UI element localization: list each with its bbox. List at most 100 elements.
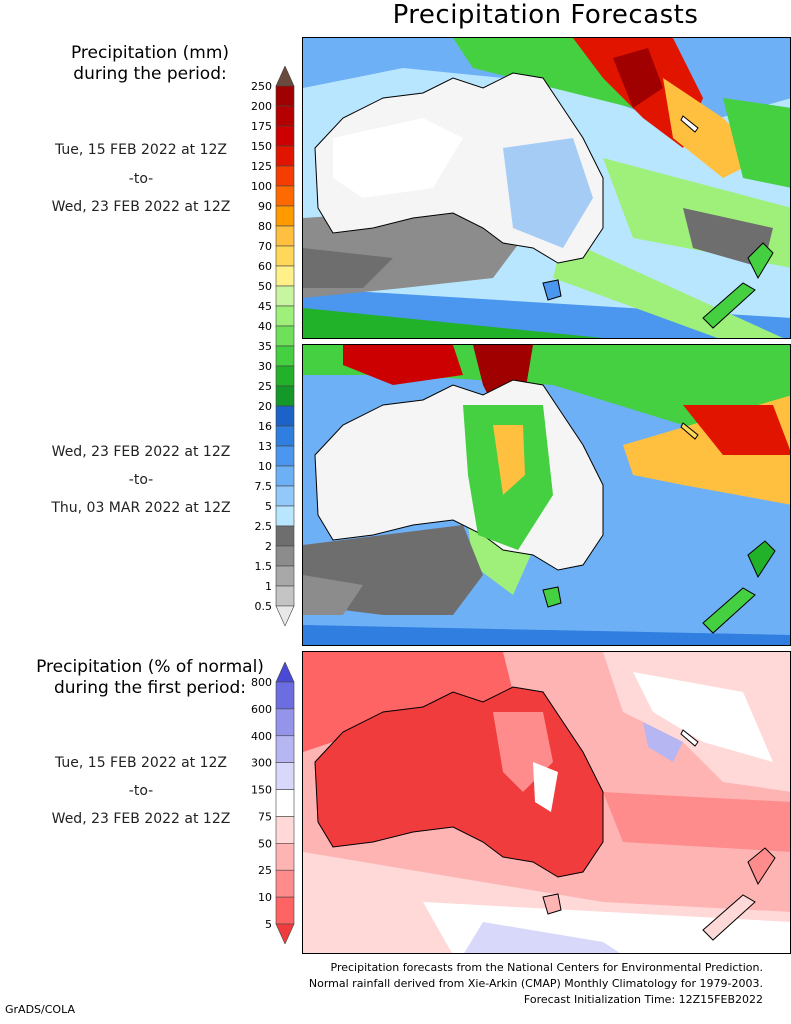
mm-colorbar-swatch [275,185,295,207]
mm-colorbar-swatch [275,345,295,367]
pct-colorbar-tick-label: 50 [258,837,272,850]
precip-map-period2 [303,345,790,645]
mm-colorbar-tick-label: 5 [265,500,272,513]
pct-colorbar-tick-label: 150 [251,784,272,797]
mm-colorbar-swatch [275,565,295,587]
mm-colorbar-swatch [275,585,295,607]
footer-line2: Normal rainfall derived from Xie-Arkin (… [308,977,763,990]
pct-colorbar-swatch [275,896,295,925]
mm-colorbar-swatch [275,285,295,307]
mm-colorbar-arrow-top [275,65,295,87]
mm-colorbar-swatch [275,545,295,567]
mm-colorbar-tick-label: 13 [258,440,272,453]
pct-colorbar-arrow-bottom [275,923,295,945]
map-panel-percent-normal [302,651,791,954]
pct-colorbar-tick-label: 400 [251,730,272,743]
mm-colorbar-tick-label: 90 [258,200,272,213]
mm-colorbar-tick-label: 10 [258,460,272,473]
mm-colorbar-swatch [275,125,295,147]
mm-colorbar: 250 200 175 150 125 100 90 80 70 60 50 45 40 35 30 25 20… [240,65,296,627]
mm-heading-line1: Precipitation (mm) [70,43,230,63]
pct-colorbar-tick-label: 10 [258,891,272,904]
pct-colorbar-swatch [275,869,295,898]
pct-colorbar-tick-label: 600 [251,703,272,716]
pct-colorbar-tick-label: 800 [251,676,272,689]
mm-colorbar-tick-label: 125 [251,160,272,173]
pct-colorbar-swatch [275,843,295,871]
mm-colorbar-swatch [275,405,295,427]
mm-colorbar-tick-label: 2 [265,540,272,553]
mm-colorbar-tick-label: 16 [258,420,272,433]
mm-colorbar-swatch [275,365,295,387]
pct-colorbar-arrow-top [275,661,295,683]
mm-colorbar-tick-label: 40 [258,320,272,333]
mm-colorbar-swatch [275,245,295,267]
pct-colorbar-swatch [275,762,295,790]
pct-colorbar-tick-label: 300 [251,757,272,770]
pct-heading-line1: Precipitation (% of normal) [36,657,264,677]
mm-colorbar-swatch [275,385,295,407]
mm-colorbar-tick-label: 50 [258,280,272,293]
period2-start: Wed, 23 FEB 2022 at 12Z [51,444,231,460]
pct-colorbar-swatch [275,816,295,844]
grads-credit: GrADS/COLA [5,1003,75,1016]
mm-colorbar-tick-label: 25 [258,380,272,393]
period3-separator: -to- [128,783,154,799]
pct-colorbar-swatch [275,735,295,763]
pct-colorbar-svg: 800 600 400 300 150 75 50 25 10 5 [251,661,295,945]
map-panel-period2 [302,344,791,646]
mm-colorbar-tick-label: 70 [258,240,272,253]
period1-start: Tue, 15 FEB 2022 at 12Z [54,142,228,158]
mm-colorbar-swatch [275,505,295,527]
mm-heading: Precipitation (mm) during the period: [0,43,300,85]
mm-colorbar-tick-label: 2.5 [255,520,273,533]
mm-colorbar-arrow-bottom [275,605,295,627]
mm-colorbar-swatch [275,425,295,447]
mm-colorbar-swatch [275,465,295,487]
mm-colorbar-swatch [275,325,295,347]
mm-colorbar-tick-label: 80 [258,220,272,233]
footer-line1: Precipitation forecasts from the Nationa… [330,961,764,974]
pct-colorbar-swatch [275,789,295,817]
footer-init-time: Forecast Initialization Time: 12Z15FEB20… [523,993,763,1006]
mm-colorbar-swatch [275,85,295,107]
mm-colorbar-swatch [275,445,295,467]
period2-separator: -to- [128,472,154,488]
mm-colorbar-tick-label: 175 [251,120,272,133]
mm-colorbar-tick-label: 45 [258,300,272,313]
footer-notes: Precipitation forecasts from the Nationa… [203,960,763,1008]
pct-colorbar-swatch [275,681,295,710]
mm-colorbar-swatch [275,205,295,227]
mm-heading-line2: during the period: [73,64,227,84]
mm-colorbar-tick-label: 250 [251,80,272,93]
mm-colorbar-tick-label: 20 [258,400,272,413]
pct-colorbar-swatch [275,708,295,737]
pct-normal-map [303,652,790,953]
period3-end: Wed, 23 FEB 2022 at 12Z [51,811,231,827]
mm-colorbar-tick-label: 150 [251,140,272,153]
mm-colorbar-swatch [275,525,295,547]
mm-colorbar-swatch [275,485,295,507]
precip-map-period1 [303,38,790,338]
mm-colorbar-swatch [275,165,295,187]
mm-colorbar-tick-label: 30 [258,360,272,373]
mm-colorbar-svg: 2502001751501251009080706050454035302520… [251,65,295,627]
pct-colorbar-tick-label: 25 [258,864,272,877]
map-panel-period1 [302,37,791,339]
mm-colorbar-tick-label: 200 [251,100,272,113]
pct-colorbar: 800 600 400 300 150 75 50 25 10 5 [240,661,296,945]
mm-colorbar-tick-label: 100 [251,180,272,193]
mm-colorbar-tick-label: 60 [258,260,272,273]
pct-heading-line2: during the first period: [53,678,247,698]
mm-colorbar-swatch [275,225,295,247]
mm-colorbar-tick-label: 35 [258,340,272,353]
mm-colorbar-swatch [275,145,295,167]
period3-start: Tue, 15 FEB 2022 at 12Z [54,755,228,771]
mm-colorbar-tick-label: 7.5 [255,480,273,493]
page-title: Precipitation Forecasts [392,0,699,30]
pct-heading: Precipitation (% of normal) during the f… [0,657,300,699]
mm-colorbar-swatch [275,305,295,327]
mm-colorbar-tick-label: 1 [265,580,272,593]
mm-colorbar-swatch [275,105,295,127]
pct-colorbar-tick-label: 5 [265,918,272,931]
